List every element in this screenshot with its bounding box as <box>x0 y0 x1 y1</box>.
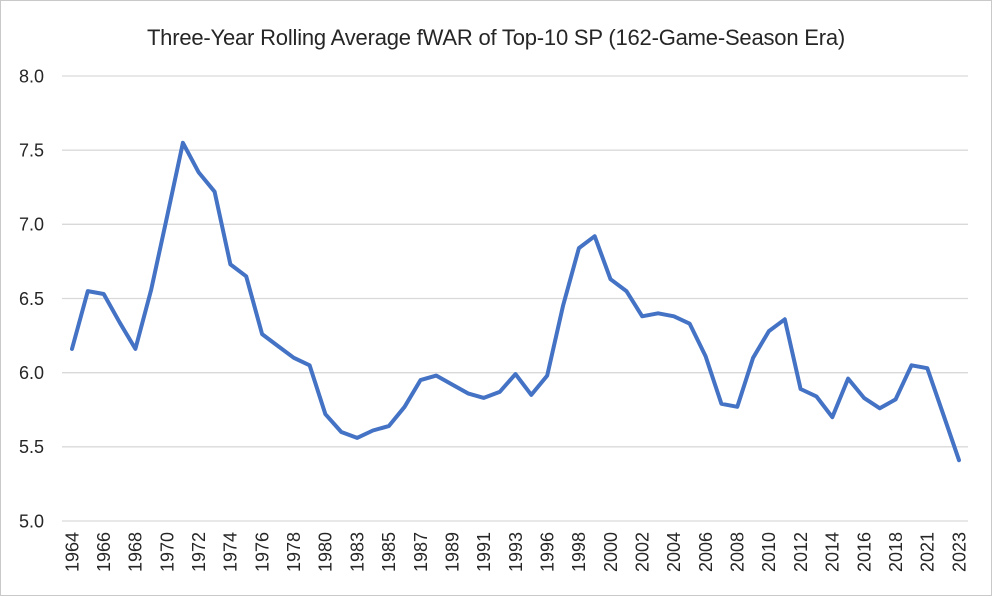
y-axis-tick-label: 7.0 <box>19 215 44 235</box>
y-axis-tick-label: 6.0 <box>19 363 44 383</box>
x-axis-tick-label: 2006 <box>696 532 716 572</box>
x-axis-tick-label: 2014 <box>823 532 843 572</box>
x-axis-tick-label: 1987 <box>411 532 431 572</box>
x-axis-tick-label: 1996 <box>537 532 557 572</box>
x-axis-tick-label: 1978 <box>284 532 304 572</box>
x-axis-tick-label: 1970 <box>157 532 177 572</box>
x-axis-tick-label: 2004 <box>664 532 684 572</box>
x-axis-tick-label: 1985 <box>379 532 399 572</box>
x-axis-tick-label: 2012 <box>791 532 811 572</box>
chart-title: Three-Year Rolling Average fWAR of Top-1… <box>146 25 846 50</box>
x-axis-tick-label: 1972 <box>189 532 209 572</box>
x-axis-tick-label: 2021 <box>918 532 938 572</box>
x-axis-tick-label: 1976 <box>252 532 272 572</box>
x-axis-tick-label: 1966 <box>94 532 114 572</box>
x-axis-tick-label: 1998 <box>569 532 589 572</box>
x-axis-tick-label: 2002 <box>633 532 653 572</box>
y-axis-tick-label: 6.5 <box>19 289 44 309</box>
x-axis-tick-label: 2000 <box>601 532 621 572</box>
x-axis-tick-label: 1989 <box>442 532 462 572</box>
x-axis-tick-label: 1993 <box>506 532 526 572</box>
x-axis-tick-label: 1974 <box>221 532 241 572</box>
x-axis-tick-label: 1983 <box>347 532 367 572</box>
x-axis-tick-label: 2010 <box>759 532 779 572</box>
y-axis-tick-label: 5.0 <box>19 511 44 531</box>
x-axis-tick-label: 2016 <box>854 532 874 572</box>
x-axis-tick-label: 1980 <box>316 532 336 572</box>
fwar-trend-line <box>70 140 961 463</box>
y-axis-tick-label: 5.5 <box>19 437 44 457</box>
x-axis-tick-label: 2018 <box>886 532 906 572</box>
x-axis-tick-label: 2008 <box>728 532 748 572</box>
y-axis-tick-label: 8.0 <box>19 66 44 86</box>
x-axis-tick-label: 1964 <box>62 532 82 572</box>
x-axis-tick-label: 2023 <box>949 532 969 572</box>
y-axis-tick-label: 7.5 <box>19 140 44 160</box>
x-axis-tick-label: 1991 <box>474 532 494 572</box>
x-axis-tick-label: 1968 <box>126 532 146 572</box>
